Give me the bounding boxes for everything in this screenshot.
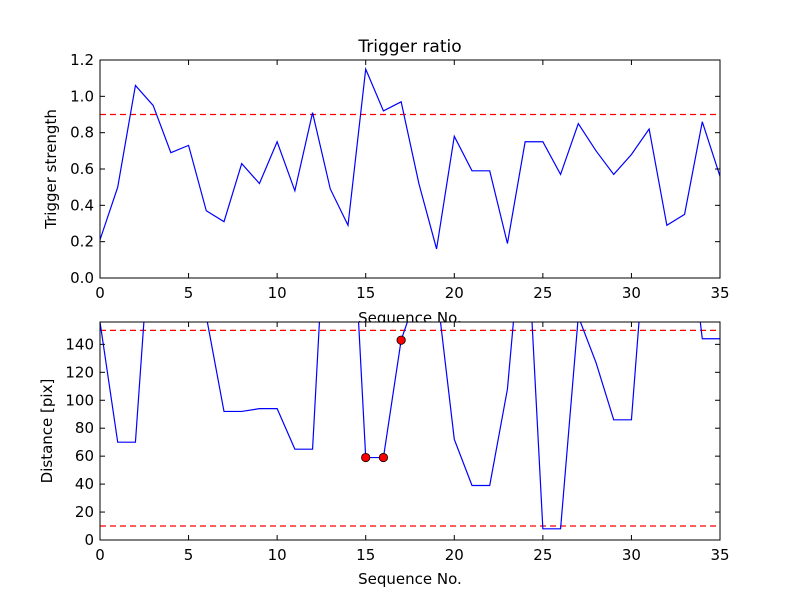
plot-area <box>100 60 720 278</box>
x-tick-label: 5 <box>184 284 194 302</box>
plot-content <box>100 322 720 530</box>
data-point-marker <box>378 452 389 463</box>
y-tick-label: 0.6 <box>70 160 94 178</box>
y-tick-label: 80 <box>75 419 94 437</box>
x-tick-label: 25 <box>533 284 552 302</box>
axes-frame <box>99 321 721 541</box>
x-axis-label: Sequence No. <box>358 570 462 588</box>
y-tick-label: 1.0 <box>70 87 94 105</box>
x-tick-label: 25 <box>533 546 552 564</box>
y-tick-label: 0.0 <box>70 269 94 287</box>
y-tick-label: 0.8 <box>70 124 94 142</box>
series-line <box>100 322 720 530</box>
y-tick-label: 0.2 <box>70 233 94 251</box>
trigger-ratio-subplot: 0 5 10 15 20 25 30 35 0.0 0.2 0.4 0.6 0.8 1.0 1.2 Trig… <box>42 37 730 327</box>
data-point-marker <box>396 335 406 345</box>
y-tick-label: 40 <box>75 475 94 493</box>
y-tick-label: 0 <box>84 531 94 549</box>
x-tick-label: 15 <box>356 284 375 302</box>
y-tick-label: 0.4 <box>70 196 94 214</box>
x-tick-label: 35 <box>710 546 729 564</box>
x-tick-label: 30 <box>622 284 641 302</box>
y-axis-label: Trigger strength <box>42 109 60 230</box>
y-tick-label: 100 <box>65 391 94 409</box>
x-tick-label: 0 <box>95 546 105 564</box>
x-tick-label: 20 <box>445 284 464 302</box>
y-tick-label: 120 <box>65 363 94 381</box>
plot-area <box>100 322 720 540</box>
plot-content <box>100 66 720 250</box>
x-tick-label: 5 <box>184 546 194 564</box>
data-point-marker <box>361 452 371 463</box>
y-tick-label: 140 <box>65 335 94 353</box>
ticks: 0 5 10 15 20 25 30 35 0.0 0.2 0.4 0.6 0.8 1.0 1.2 <box>70 51 729 302</box>
series-line <box>100 66 720 250</box>
x-tick-label: 35 <box>710 284 729 302</box>
y-tick-label: 20 <box>75 503 94 521</box>
y-tick-label: 60 <box>75 447 94 465</box>
y-axis-label: Distance [pix] <box>38 379 56 484</box>
ticks: 0 5 10 15 20 25 30 35 0 20 40 60 80 100 120 140 <box>65 322 730 564</box>
chart-title: Trigger ratio <box>357 37 461 57</box>
x-tick-label: 20 <box>445 546 464 564</box>
x-tick-label: 15 <box>356 546 375 564</box>
x-tick-label: 10 <box>268 546 287 564</box>
x-tick-label: 10 <box>268 284 287 302</box>
x-tick-label: 0 <box>95 284 105 302</box>
x-tick-label: 30 <box>622 546 641 564</box>
distance-subplot: 0 5 10 15 20 25 30 35 0 20 40 60 80 100 120 140 Sequenc… <box>38 321 730 588</box>
y-tick-label: 1.2 <box>70 51 94 69</box>
